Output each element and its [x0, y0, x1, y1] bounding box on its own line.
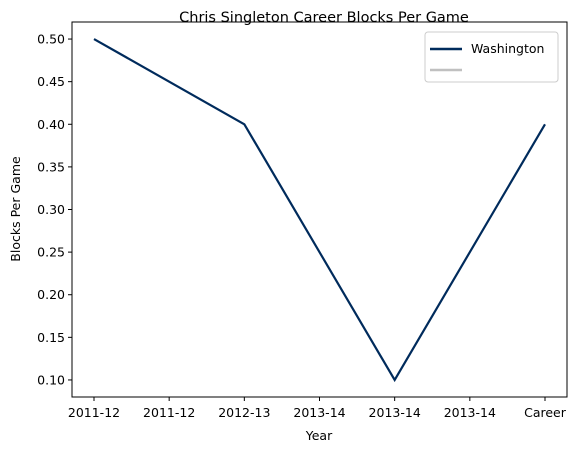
y-tick-label: 0.30	[37, 202, 65, 217]
legend: Washington	[424, 31, 559, 83]
x-tick-label: 2012-13	[218, 405, 270, 420]
y-tick-label: 0.45	[37, 74, 65, 89]
x-tick-label: 2011-12	[143, 405, 195, 420]
y-tick-label: 0.20	[37, 287, 65, 302]
x-tick-label: 2011-12	[68, 405, 120, 420]
x-axis-label: Year	[305, 428, 333, 443]
y-tick-label: 0.35	[37, 159, 65, 174]
y-tick-label: 0.50	[37, 32, 65, 47]
legend-box	[424, 31, 559, 83]
x-tick-label: 2013-14	[369, 405, 421, 420]
series-layer	[93, 38, 546, 383]
y-tick-label: 0.15	[37, 330, 65, 345]
y-axis-label: Blocks Per Game	[8, 156, 23, 262]
y-tick-label: 0.25	[37, 245, 65, 260]
legend-label-washington: Washington	[471, 41, 544, 56]
x-tick-label: 2013-14	[444, 405, 496, 420]
x-axis: 2011-12 2011-12 2012-13 2013-14 2013-14 2013-…	[68, 397, 567, 420]
y-axis: 0.10 0.15 0.20 0.25 0.30 0.35 0.40 0.45 0.50	[37, 32, 72, 387]
x-tick-label: Career	[524, 405, 567, 420]
x-tick-label: 2013-14	[293, 405, 345, 420]
series-line-washington	[93, 38, 546, 383]
chart-title: Chris Singleton Career Blocks Per Game	[179, 10, 469, 26]
y-tick-label: 0.40	[37, 117, 65, 132]
y-tick-label: 0.10	[37, 372, 65, 387]
